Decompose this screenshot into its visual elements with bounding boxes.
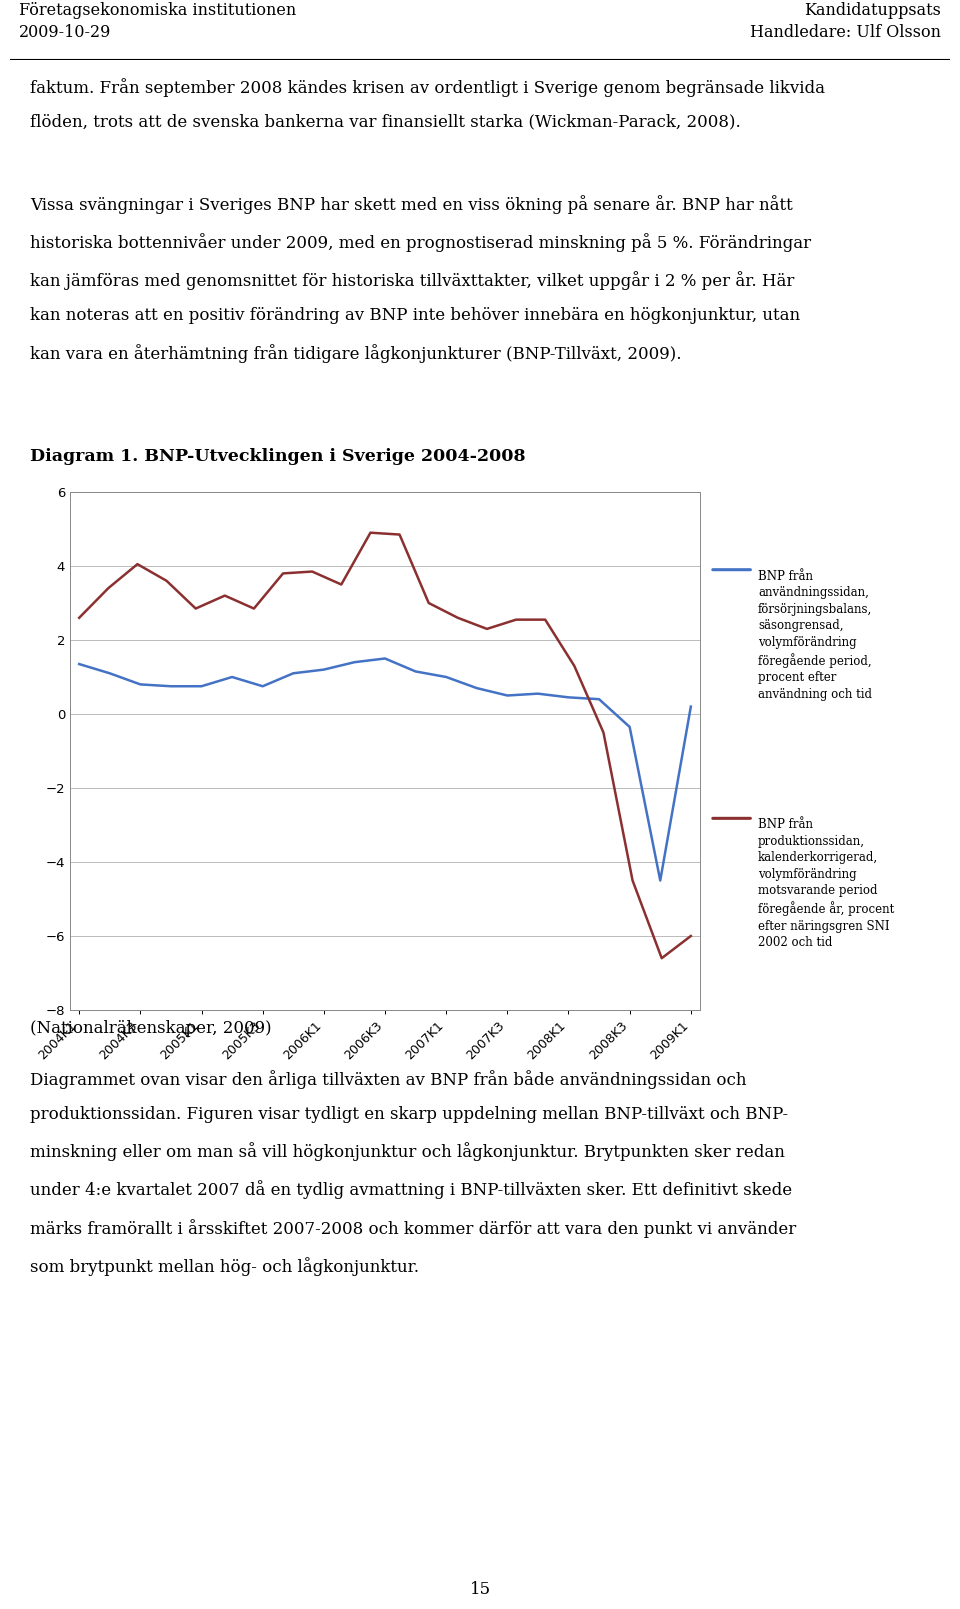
Text: BNP från
produktionssidan,
kalenderkorrigerad,
volymförändring
motsvarande perio: BNP från produktionssidan, kalenderkorri… (758, 819, 895, 949)
Text: (Nationalräkenskaper, 2009): (Nationalräkenskaper, 2009) (30, 1020, 272, 1036)
Text: Diagrammet ovan visar den årliga tillväxten av BNP från både användningssidan oc: Diagrammet ovan visar den årliga tillväx… (30, 1070, 796, 1276)
Text: 15: 15 (469, 1582, 491, 1598)
Text: Diagram 1. BNP-Utvecklingen i Sverige 2004-2008: Diagram 1. BNP-Utvecklingen i Sverige 20… (30, 447, 525, 465)
Text: faktum. Från september 2008 kändes krisen av ordentligt i Sverige genom begränsa: faktum. Från september 2008 kändes krise… (30, 77, 825, 130)
Text: BNP från
användningssidan,
försörjningsbalans,
säsongrensad,
volymförändring
för: BNP från användningssidan, försörjningsb… (758, 570, 873, 702)
Text: Företagsekonomiska institutionen
2009-10-29: Företagsekonomiska institutionen 2009-10… (19, 2, 297, 42)
Text: Vissa svängningar i Sveriges BNP har skett med en viss ökning på senare år. BNP : Vissa svängningar i Sveriges BNP har ske… (30, 195, 811, 362)
Text: Kandidatuppsats
Handledare: Ulf Olsson: Kandidatuppsats Handledare: Ulf Olsson (750, 2, 941, 42)
